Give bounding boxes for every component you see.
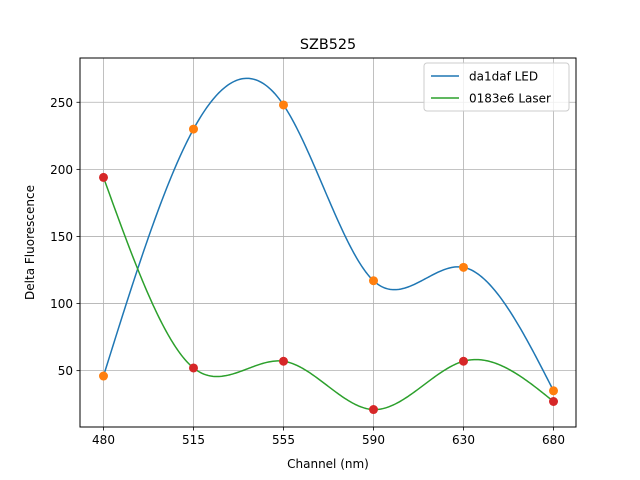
legend-box (423, 62, 570, 112)
series-line-1 (102, 177, 554, 411)
y-tick-label: 100 (50, 297, 73, 311)
legend: da1daf LED 0183e6 Laser (423, 62, 570, 112)
x-axis-label: Channel (nm) (287, 457, 369, 471)
series-layer (99, 77, 558, 415)
data-point (99, 172, 108, 182)
data-point (279, 356, 288, 366)
y-tick-label: 200 (50, 163, 73, 177)
data-point (369, 276, 378, 286)
x-tick-label: 480 (92, 433, 115, 447)
x-tick-label: 555 (272, 433, 295, 447)
x-tick-label: 515 (182, 433, 205, 447)
data-point (189, 124, 198, 134)
legend-entry: da1daf LED (469, 70, 538, 84)
data-point (189, 363, 198, 373)
x-tick-label: 590 (362, 433, 385, 447)
x-tick-label: 630 (452, 433, 475, 447)
data-point (549, 386, 558, 396)
legend-entry: 0183e6 Laser (469, 92, 551, 106)
data-point (459, 262, 468, 272)
data-point (459, 356, 468, 366)
y-tick-label: 250 (50, 96, 73, 110)
y-tick-label: 150 (50, 230, 73, 244)
series-line-0 (102, 77, 555, 392)
data-point (99, 371, 108, 381)
data-point (549, 397, 558, 407)
data-point (279, 100, 288, 110)
plot-frame (79, 57, 577, 428)
x-tick-label: 680 (542, 433, 565, 447)
y-axis-label: Delta Fluorescence (23, 185, 37, 300)
y-tick-label: 50 (58, 364, 73, 378)
chart-title: SZB525 (300, 37, 356, 53)
data-point (369, 405, 378, 415)
ticks: 480 515 555 590 630 680 50 100 150 200 250 (50, 96, 565, 447)
